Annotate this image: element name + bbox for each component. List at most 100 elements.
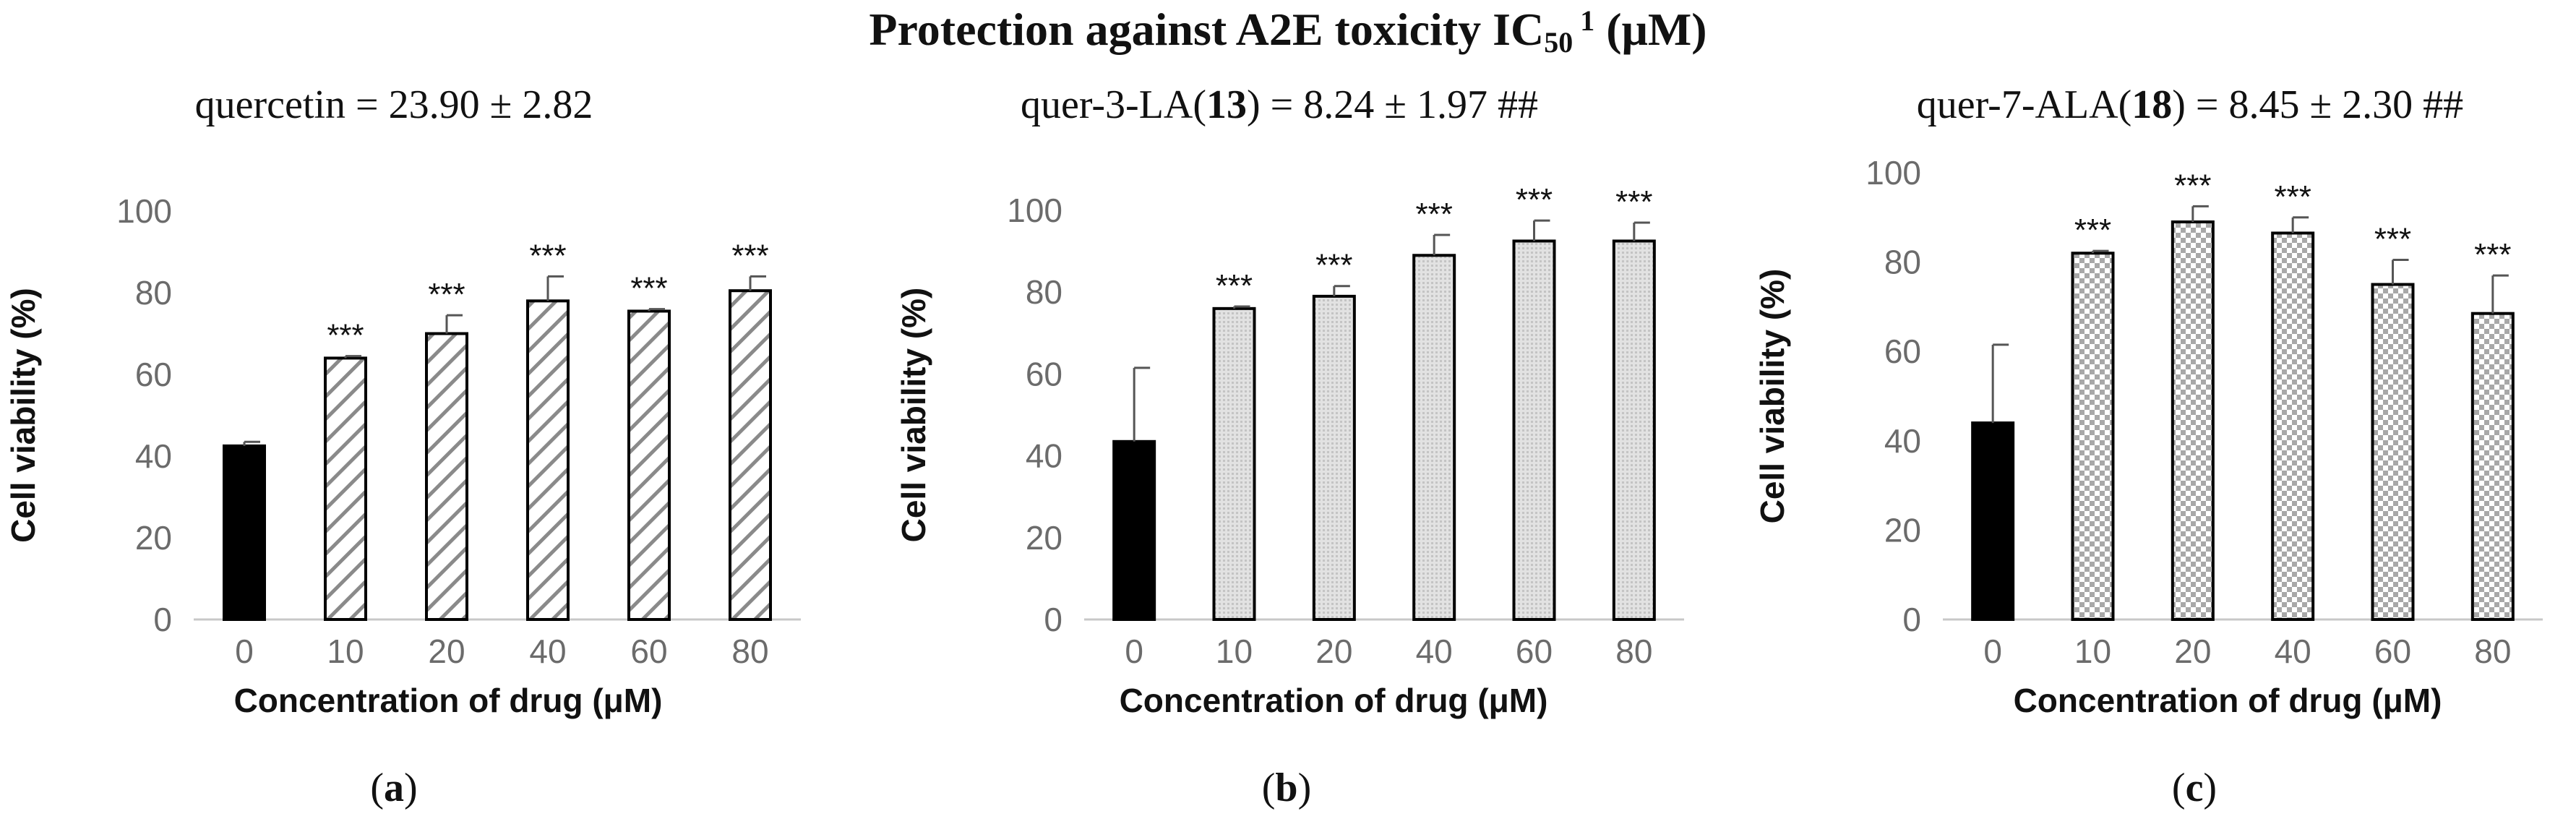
y-tick-label: 0	[153, 601, 172, 638]
y-tick-label: 40	[1026, 437, 1062, 475]
significance-label: ***	[2174, 168, 2211, 203]
bar	[324, 356, 367, 621]
x-axis-label: Concentration of drug (μM)	[234, 682, 663, 719]
bar	[1312, 294, 1356, 621]
significance-label: ***	[2074, 213, 2111, 248]
x-tick-label: 40	[1416, 632, 1453, 670]
bar	[729, 289, 772, 621]
y-tick-label: 20	[1884, 511, 1921, 549]
significance-label: ***	[428, 277, 465, 312]
bar	[2470, 312, 2515, 621]
panel-label-open: (	[2172, 765, 2186, 810]
y-tick-label: 100	[1866, 154, 1921, 192]
bar	[526, 299, 570, 621]
bar	[2271, 231, 2315, 621]
panel-label-open: (	[1262, 765, 1276, 810]
bar	[2171, 220, 2215, 622]
significance-label: ***	[1516, 182, 1553, 218]
significance-label: ***	[1615, 184, 1652, 220]
y-tick-label: 80	[1884, 244, 1921, 281]
x-axis-label: Concentration of drug (μM)	[1120, 682, 1548, 719]
chart-subtitle-suffix: ) = 8.24 ± 1.97 ##	[1247, 82, 1538, 127]
y-tick-label: 80	[135, 274, 172, 312]
x-tick-label: 20	[2174, 632, 2211, 670]
significance-label: ***	[2474, 237, 2511, 273]
significance-label: ***	[2274, 179, 2311, 215]
chart-panel-b: quer-3-LA(13) = 8.24 ± 1.97 ## 0 20 40 60 80 1…	[895, 82, 1684, 810]
x-tick-label: 60	[630, 632, 667, 670]
bar	[1512, 239, 1556, 621]
x-tick-label: 10	[327, 632, 364, 670]
x-tick-label: 0	[235, 632, 254, 670]
bar	[223, 444, 266, 621]
x-tick-label: 0	[1983, 632, 2002, 670]
y-tick-label: 60	[135, 356, 172, 393]
x-tick-label: 80	[731, 632, 768, 670]
figure-title-unit: (μM)	[1594, 4, 1706, 55]
y-axis-label: Cell viability (%)	[4, 288, 42, 543]
x-tick-label: 60	[1516, 632, 1553, 670]
figure-title: Protection against A2E toxicity IC501 (μ…	[869, 4, 1706, 59]
bar	[1112, 439, 1156, 621]
bar	[2071, 252, 2115, 621]
x-tick-label: 80	[1615, 632, 1652, 670]
y-tick-label: 0	[1902, 601, 1921, 638]
bar	[2371, 283, 2415, 621]
bar	[1212, 306, 1256, 621]
x-tick-label: 20	[428, 632, 465, 670]
x-tick-label: 40	[2275, 632, 2311, 670]
y-tick-label: 60	[1026, 355, 1062, 393]
x-tick-label: 10	[2074, 632, 2111, 670]
chart-panel-c: quer-7-ALA(18) = 8.45 ± 2.30 ## 0 20 40 60 80…	[1753, 82, 2543, 810]
chart-subtitle: quer-7-ALA(18) = 8.45 ± 2.30 ##	[1917, 82, 2463, 127]
x-axis-label: Concentration of drug (μM)	[2014, 682, 2442, 719]
bar	[1612, 239, 1656, 621]
significance-label: ***	[1415, 197, 1452, 232]
y-tick-label: 20	[135, 519, 172, 557]
significance-label: ***	[731, 238, 768, 273]
chart-subtitle-compound: 13	[1206, 82, 1247, 127]
x-tick-label: 20	[1315, 632, 1352, 670]
figure-title-main: Protection against A2E toxicity IC	[869, 4, 1544, 55]
bar	[627, 309, 671, 621]
panels: quercetin = 23.90 ± 2.82020406080100Cell…	[4, 82, 2543, 810]
chart-subtitle-prefix: quercetin = 23.90 ± 2.82	[195, 82, 593, 127]
figure-title-subscript: 50	[1544, 26, 1573, 59]
x-tick-label: 60	[2374, 632, 2411, 670]
y-axis-label: Cell viability (%)	[895, 288, 932, 543]
panel-label: (c)	[2172, 765, 2217, 810]
x-tick-label: 0	[1125, 632, 1143, 670]
panel-label-close: )	[2203, 765, 2217, 810]
panel-label: (b)	[1262, 765, 1311, 810]
chart-subtitle-compound: 18	[2131, 82, 2172, 127]
panel-label: (a)	[370, 765, 417, 810]
figure-title-superscript: 1	[1580, 4, 1594, 37]
panel-label-open: (	[370, 765, 384, 810]
significance-label: ***	[2374, 222, 2411, 257]
chart-subtitle-suffix: ) = 8.45 ± 2.30 ##	[2172, 82, 2463, 127]
chart-panel-a: quercetin = 23.90 ± 2.82020406080100Cell…	[4, 82, 801, 810]
x-tick-label: 40	[529, 632, 566, 670]
significance-label: ***	[1315, 248, 1352, 283]
chart-subtitle-prefix: quer-7-ALA(	[1917, 82, 2131, 127]
panel-label-letter: c	[2186, 765, 2204, 810]
bar	[1412, 254, 1456, 621]
chart-subtitle: quercetin = 23.90 ± 2.82	[195, 82, 593, 127]
chart-subtitle-prefix: quer-3-LA(	[1021, 82, 1206, 127]
y-tick-label: 60	[1884, 333, 1921, 370]
bar	[1971, 421, 2015, 622]
panel-label-close: )	[1298, 765, 1312, 810]
y-tick-label: 80	[1026, 273, 1062, 311]
x-tick-label: 10	[1216, 632, 1253, 670]
bar	[425, 332, 468, 621]
y-tick-label: 0	[1044, 601, 1062, 638]
significance-label: ***	[529, 238, 566, 273]
significance-label: ***	[1216, 268, 1253, 304]
panel-label-letter: a	[384, 765, 404, 810]
significance-label: ***	[327, 318, 364, 353]
y-axis-label: Cell viability (%)	[1753, 269, 1791, 524]
y-tick-label: 100	[116, 192, 172, 230]
x-tick-label: 80	[2474, 632, 2511, 670]
y-tick-label: 40	[135, 437, 172, 475]
